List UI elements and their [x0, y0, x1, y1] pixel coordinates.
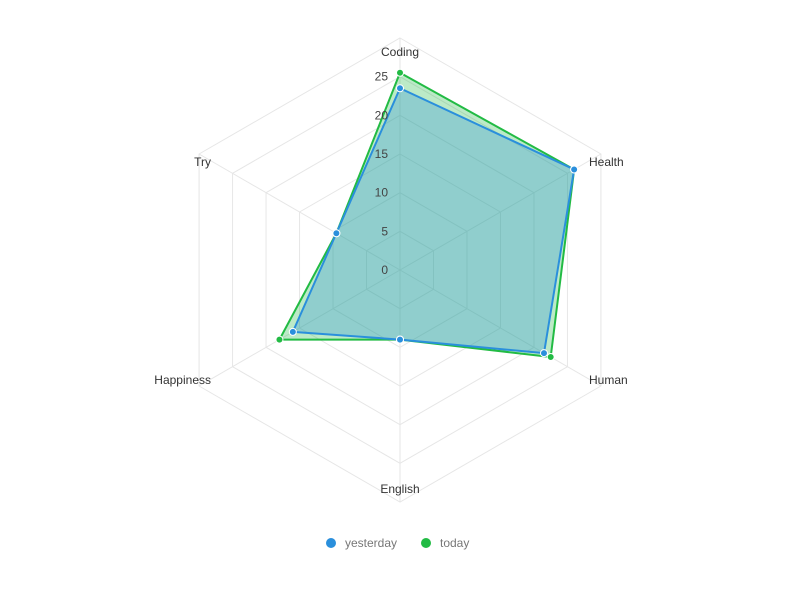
grid-spoke: [399, 153, 602, 271]
data-point-yesterday-human[interactable]: [539, 349, 548, 358]
tick-label: 25: [375, 70, 389, 84]
radar-series: [275, 68, 579, 361]
axis-label-coding: Coding: [381, 45, 419, 59]
data-point-yesterday-try[interactable]: [332, 229, 341, 238]
axis-label-try: Try: [194, 155, 211, 169]
grid-spoke: [198, 269, 401, 387]
legend-marker-icon: [326, 538, 336, 548]
legend-item-today[interactable]: today: [421, 536, 469, 550]
data-point-today-coding[interactable]: [396, 68, 404, 77]
grid-spoke: [399, 269, 602, 387]
data-point-yesterday-english[interactable]: [396, 335, 404, 344]
axis-labels: Coding Health Human English Happiness Try: [154, 45, 627, 496]
axis-label-english: English: [380, 482, 419, 496]
tick-label: 10: [375, 186, 389, 200]
tick-label: 0: [381, 263, 388, 277]
data-point-today-human[interactable]: [546, 353, 555, 361]
legend-label: yesterday: [345, 536, 397, 550]
series-area-yesterday: [291, 87, 576, 355]
data-point-yesterday-health[interactable]: [570, 165, 579, 174]
data-point-yesterday-coding[interactable]: [396, 84, 404, 93]
tick-label: 15: [375, 147, 389, 161]
axis-label-human: Human: [589, 373, 628, 387]
tick-label: 5: [381, 224, 388, 238]
radar-grid: [198, 37, 602, 503]
grid-spoke: [198, 153, 401, 271]
axis-label-health: Health: [589, 155, 624, 169]
axis-label-happiness: Happiness: [154, 373, 211, 387]
legend-marker-icon: [421, 538, 431, 548]
legend: yesterday today: [326, 536, 469, 550]
data-point-today-happiness[interactable]: [275, 335, 284, 344]
legend-label: today: [440, 536, 469, 550]
data-point-yesterday-happiness[interactable]: [288, 327, 297, 336]
tick-label: 20: [375, 108, 389, 122]
legend-item-yesterday[interactable]: yesterday: [326, 536, 397, 550]
tick-labels: 0 5 10 15 20 25: [375, 70, 389, 277]
